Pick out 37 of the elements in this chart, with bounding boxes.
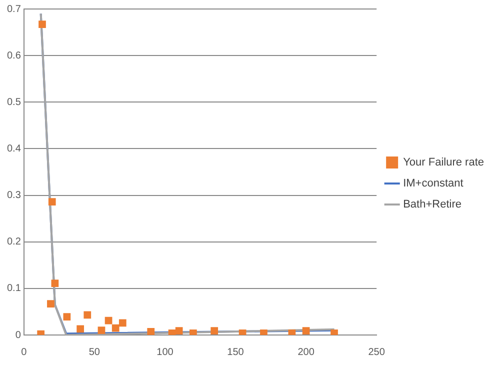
point <box>98 326 106 334</box>
y-tick-label: 0.7 <box>6 4 22 15</box>
y-tick-label: 0 <box>15 330 22 341</box>
point <box>118 319 126 327</box>
x-tick-label: 50 <box>88 346 100 358</box>
point <box>38 20 46 28</box>
legend-label: Your Failure rate <box>403 156 484 169</box>
y-tick-label: 0.3 <box>6 190 22 202</box>
point <box>330 329 338 335</box>
y-tick-label: 0.4 <box>6 143 22 154</box>
point <box>76 325 84 333</box>
x-tick-label: 250 <box>368 346 386 358</box>
y-tick-label: 0.5 <box>6 96 22 108</box>
point <box>48 198 56 206</box>
point <box>190 329 197 335</box>
legend-label: IM+constant <box>403 178 464 190</box>
point <box>238 329 246 335</box>
point <box>288 329 296 335</box>
point <box>47 300 54 308</box>
point <box>147 328 155 335</box>
point <box>63 313 71 321</box>
point <box>175 327 183 334</box>
y-tick-label: 0.6 <box>6 50 22 62</box>
y-tick-label: 0.1 <box>6 283 22 294</box>
point <box>104 316 112 324</box>
x-tick-label: 100 <box>156 346 174 358</box>
y-tick-label: 0.2 <box>6 236 22 248</box>
point <box>112 324 120 332</box>
point <box>302 327 310 334</box>
x-tick-label: 150 <box>227 346 244 358</box>
point <box>168 329 176 335</box>
x-tick-label: 200 <box>298 346 315 358</box>
point <box>210 327 218 334</box>
legend-label: Bath+Retire <box>403 198 462 211</box>
point <box>260 329 268 335</box>
point <box>51 280 59 287</box>
point <box>84 311 92 319</box>
